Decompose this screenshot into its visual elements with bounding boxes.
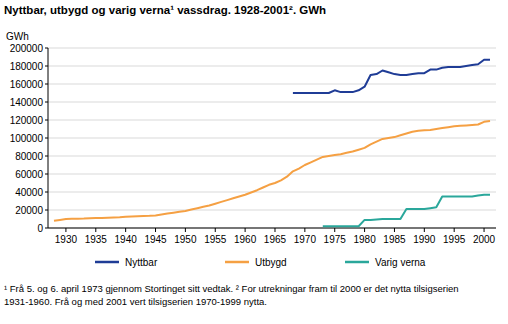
y-axis bbox=[48, 48, 49, 228]
x-tick bbox=[245, 228, 246, 232]
grid bbox=[48, 48, 496, 228]
x-tick-label: 1940 bbox=[115, 234, 138, 245]
x-tick bbox=[125, 228, 126, 232]
x-tick bbox=[454, 228, 455, 232]
x-tick bbox=[364, 228, 365, 232]
grid-line bbox=[48, 228, 496, 229]
y-tick-label: 20000 bbox=[15, 205, 43, 216]
series-group bbox=[54, 60, 490, 227]
x-tick-label: 2000 bbox=[473, 234, 496, 245]
y-tick-label: 0 bbox=[37, 223, 43, 234]
x-tick-label: 1935 bbox=[85, 234, 108, 245]
x-tick bbox=[95, 228, 96, 232]
footnote: ¹ Frå 5. og 6. april 1973 gjennom Storti… bbox=[4, 283, 459, 294]
chart: Nyttbar, utbygd og varig verna¹ vassdrag… bbox=[0, 0, 508, 324]
legend-swatch bbox=[225, 261, 249, 264]
title: Nyttbar, utbygd og varig verna¹ vassdrag… bbox=[4, 4, 326, 16]
grid-line bbox=[48, 102, 496, 103]
x-tick-label: 1950 bbox=[174, 234, 197, 245]
y-tick-label: 160000 bbox=[10, 79, 44, 90]
y-tick-label: 60000 bbox=[15, 169, 43, 180]
x-tick bbox=[304, 228, 305, 232]
legend-label: Nyttbar bbox=[125, 257, 158, 268]
y-tick-label: 140000 bbox=[10, 97, 44, 108]
y-tick-label: 120000 bbox=[10, 115, 44, 126]
grid-line bbox=[48, 120, 496, 121]
series-line bbox=[293, 60, 490, 93]
footnote: 1931-1960. Frå og med 2001 vert tilsigse… bbox=[4, 296, 267, 307]
x-tick bbox=[155, 228, 156, 232]
x-tick-label: 1945 bbox=[144, 234, 167, 245]
x-tick-label: 1990 bbox=[413, 234, 436, 245]
x-tick-label: 1975 bbox=[324, 234, 347, 245]
x-tick-label: 1995 bbox=[443, 234, 466, 245]
x-tick-label: 1985 bbox=[383, 234, 406, 245]
grid-line bbox=[48, 138, 496, 139]
x-tick bbox=[274, 228, 275, 232]
y-tick-label: 200000 bbox=[10, 43, 44, 54]
y-tick-label: 180000 bbox=[10, 61, 44, 72]
x-tick-label: 1930 bbox=[55, 234, 78, 245]
x-tick-label: 1965 bbox=[264, 234, 287, 245]
y-label: GWh bbox=[6, 31, 29, 42]
series-line bbox=[323, 195, 490, 227]
x-tick bbox=[215, 228, 216, 232]
y-tick-label: 100000 bbox=[10, 133, 44, 144]
x-tick bbox=[185, 228, 186, 232]
x-tick-label: 1955 bbox=[204, 234, 227, 245]
x-tick bbox=[65, 228, 66, 232]
grid-line bbox=[48, 156, 496, 157]
grid-line bbox=[48, 210, 496, 211]
y-tick-label: 80000 bbox=[15, 151, 43, 162]
x-tick-label: 1960 bbox=[234, 234, 257, 245]
x-tick-label: 1970 bbox=[294, 234, 317, 245]
grid-line bbox=[48, 84, 496, 85]
grid-line bbox=[48, 66, 496, 67]
x-tick-label: 1980 bbox=[353, 234, 376, 245]
legend-label: Utbygd bbox=[255, 257, 287, 268]
y-tick-label: 40000 bbox=[15, 187, 43, 198]
grid-line bbox=[48, 192, 496, 193]
x-tick bbox=[424, 228, 425, 232]
grid-line bbox=[48, 174, 496, 175]
legend-swatch bbox=[345, 261, 369, 264]
x-axis bbox=[48, 228, 496, 229]
grid-line bbox=[48, 48, 496, 49]
x-tick bbox=[334, 228, 335, 232]
x-tick bbox=[484, 228, 485, 232]
legend: Nyttbar Utbygd Varig verna bbox=[95, 257, 426, 268]
legend-label: Varig verna bbox=[375, 257, 426, 268]
legend-swatch bbox=[95, 261, 119, 264]
series-line bbox=[54, 121, 490, 221]
x-tick bbox=[394, 228, 395, 232]
